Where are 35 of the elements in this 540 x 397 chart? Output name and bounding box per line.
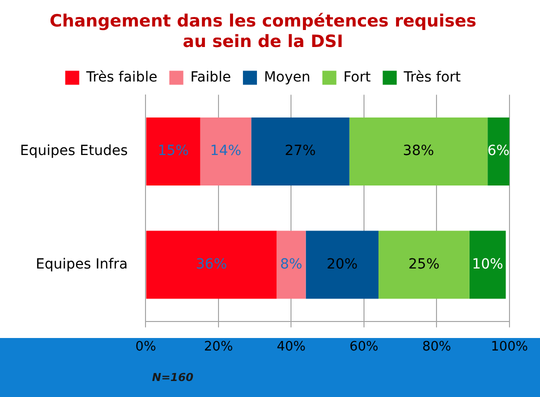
x-tick-label: 100% — [490, 340, 528, 355]
data-label: 20% — [326, 256, 358, 272]
x-tick-label: 80% — [422, 340, 452, 355]
data-label: 8% — [280, 256, 302, 272]
y-tick-label: Equipes Infra — [36, 256, 128, 272]
bar — [146, 117, 200, 186]
data-label: 10% — [472, 256, 504, 272]
bar — [488, 117, 510, 186]
bar — [251, 117, 350, 186]
bar — [276, 230, 306, 299]
bar — [200, 117, 252, 186]
x-tick-label: 20% — [204, 340, 233, 355]
y-tick-label: Equipes Etudes — [20, 143, 128, 160]
data-label: 27% — [284, 143, 316, 160]
bar — [349, 117, 488, 186]
x-tick-label: 0% — [135, 340, 156, 355]
x-tick-label: 40% — [276, 340, 306, 355]
x-tick-label: 60% — [349, 340, 378, 355]
chart-title: Changement dans les compétences requises au sein de la DSI — [50, 12, 476, 52]
bar — [378, 230, 470, 299]
bar — [469, 230, 506, 299]
data-label: 14% — [210, 143, 242, 160]
legend-label: Fort — [343, 69, 372, 86]
data-label: 6% — [487, 143, 510, 160]
data-label: 15% — [158, 143, 189, 160]
data-label: 36% — [196, 256, 228, 272]
data-label: 38% — [402, 143, 434, 160]
bar — [146, 230, 277, 299]
legend-label: Très faible — [85, 69, 158, 86]
legend-label: Moyen — [264, 69, 310, 86]
legend-label: Très fort — [402, 69, 462, 86]
bar — [306, 230, 378, 299]
text: N=160 — [152, 370, 194, 384]
legend-label: Faible — [190, 69, 231, 86]
data-label: 25% — [408, 256, 440, 272]
